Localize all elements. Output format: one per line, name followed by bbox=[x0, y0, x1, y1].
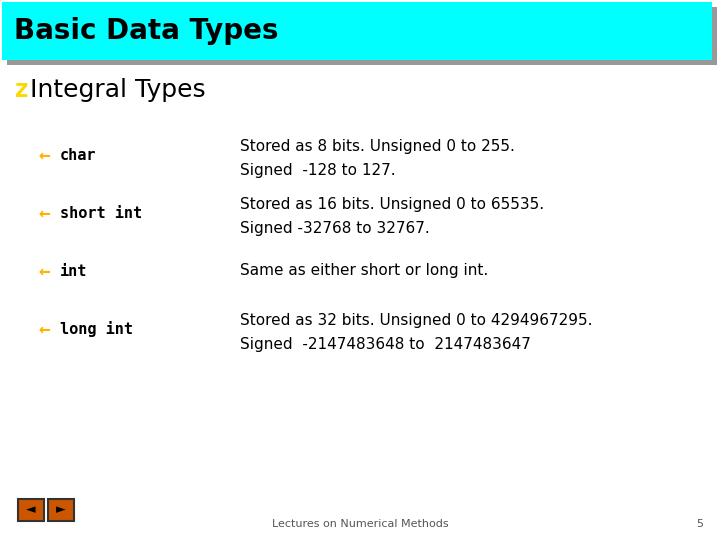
Text: long int: long int bbox=[60, 321, 133, 337]
Text: int: int bbox=[60, 264, 87, 279]
Text: ◄: ◄ bbox=[26, 503, 36, 516]
Text: Lectures on Numerical Methods: Lectures on Numerical Methods bbox=[271, 519, 449, 529]
FancyBboxPatch shape bbox=[7, 7, 717, 65]
Text: Stored as 8 bits. Unsigned 0 to 255.: Stored as 8 bits. Unsigned 0 to 255. bbox=[240, 139, 515, 154]
Text: Signed  -2147483648 to  2147483647: Signed -2147483648 to 2147483647 bbox=[240, 338, 531, 353]
Text: short int: short int bbox=[60, 206, 142, 220]
Text: 5: 5 bbox=[696, 519, 703, 529]
FancyBboxPatch shape bbox=[2, 2, 712, 60]
Text: Signed -32768 to 32767.: Signed -32768 to 32767. bbox=[240, 221, 430, 237]
Text: ←: ← bbox=[38, 204, 50, 222]
Text: ►: ► bbox=[56, 503, 66, 516]
Text: Same as either short or long int.: Same as either short or long int. bbox=[240, 264, 488, 279]
Text: Integral Types: Integral Types bbox=[30, 78, 206, 102]
Text: ←: ← bbox=[38, 261, 50, 280]
Bar bbox=[48, 499, 74, 521]
Text: Stored as 16 bits. Unsigned 0 to 65535.: Stored as 16 bits. Unsigned 0 to 65535. bbox=[240, 198, 544, 213]
Text: Signed  -128 to 127.: Signed -128 to 127. bbox=[240, 164, 395, 179]
Text: Stored as 32 bits. Unsigned 0 to 4294967295.: Stored as 32 bits. Unsigned 0 to 4294967… bbox=[240, 314, 593, 328]
Text: z: z bbox=[14, 78, 29, 102]
Bar bbox=[18, 499, 44, 521]
Text: ←: ← bbox=[38, 320, 50, 339]
Text: ←: ← bbox=[38, 145, 50, 165]
Text: char: char bbox=[60, 147, 96, 163]
Text: Basic Data Types: Basic Data Types bbox=[14, 17, 279, 45]
